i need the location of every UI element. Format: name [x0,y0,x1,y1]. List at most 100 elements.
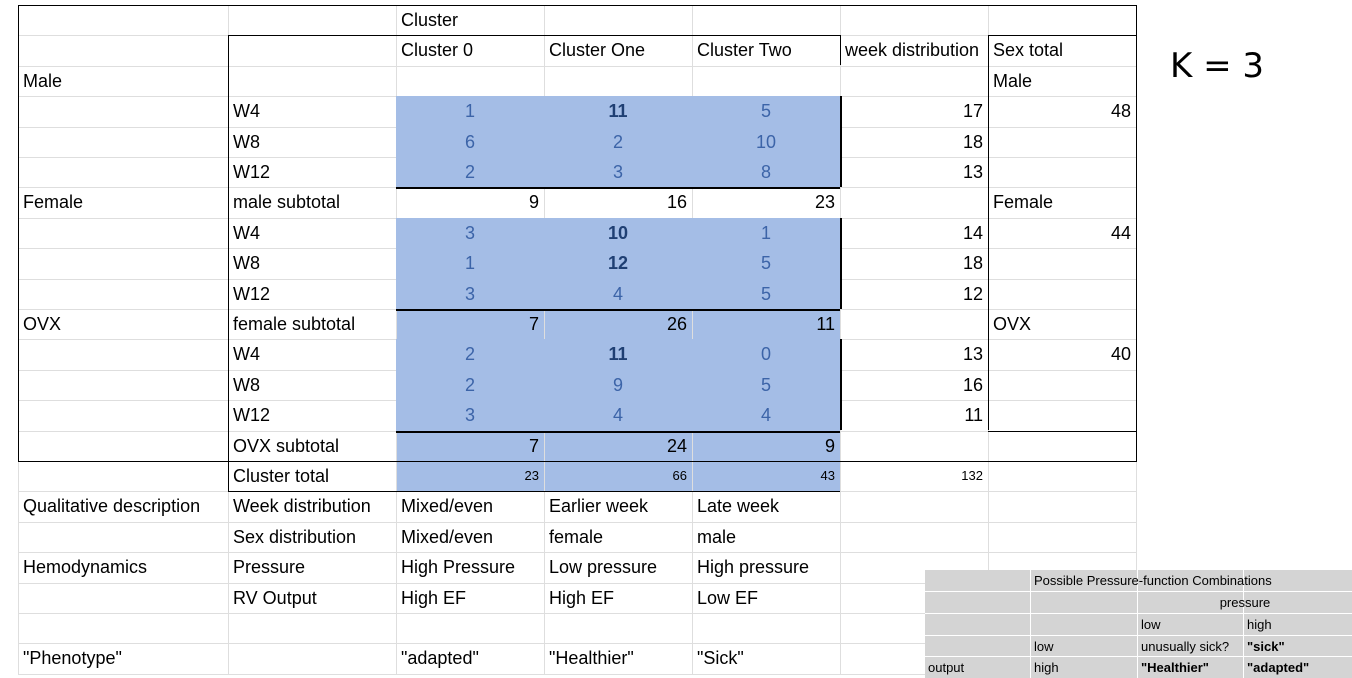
cluster-total-label[interactable]: Cluster total [233,466,330,486]
subtotal-label[interactable]: OVX subtotal [233,435,340,456]
week-label[interactable]: W4 [233,222,260,243]
description-label[interactable]: Pressure [233,557,306,578]
cluster-count-cell[interactable]: 1 [396,248,544,279]
week-label[interactable]: W12 [233,405,271,426]
cluster-count-cell[interactable]: 0 [692,339,840,370]
cluster-count-cell[interactable]: 3 [396,217,544,249]
cluster-count-cell[interactable]: 12 [544,248,692,279]
week-total-value[interactable]: 16 [962,374,983,395]
group-label[interactable]: OVX [23,314,62,334]
cluster-count-cell[interactable]: 3 [396,400,544,431]
cluster-count-cell[interactable]: 6 [396,126,544,157]
cluster-count-cell[interactable]: 4 [544,278,692,309]
description-label[interactable]: Week distribution [233,496,371,517]
sex-label[interactable]: Male [993,70,1033,91]
week-label[interactable]: W4 [233,344,260,365]
week-total-value[interactable]: 13 [962,162,983,182]
group-label[interactable]: Female [23,192,84,213]
description-value[interactable]: High Pressure [401,557,516,578]
cluster-column-header[interactable]: Cluster Two [697,40,792,61]
cluster-count-cell[interactable]: 5 [692,369,840,401]
cluster-count-cell[interactable]: 10 [544,217,692,249]
week-label[interactable]: W8 [233,131,260,152]
week-total-value[interactable]: 14 [962,222,983,243]
subtotal-label[interactable]: female subtotal [233,314,356,334]
section-label[interactable]: Hemodynamics [23,557,148,578]
phenotype-value[interactable]: "Sick" [697,648,744,669]
group-label[interactable]: Male [23,70,63,91]
sex-label[interactable]: OVX [993,314,1032,334]
section-label[interactable]: Qualitative description [23,496,201,517]
sex-total-value[interactable]: 40 [1110,344,1131,365]
description-value[interactable]: Low pressure [549,557,658,578]
cluster-count-cell[interactable]: 4 [544,400,692,431]
cluster-total-value[interactable]: 43 [820,468,835,483]
description-value[interactable]: High EF [549,587,615,608]
description-value[interactable]: Late week [697,496,780,517]
week-total-value[interactable]: 13 [962,344,983,365]
cluster-count-cell[interactable]: 2 [396,369,544,401]
cluster-header[interactable]: Cluster [401,10,459,30]
week-label[interactable]: W12 [233,283,271,304]
week-label[interactable]: W8 [233,253,260,274]
description-value[interactable]: Mixed/even [401,526,494,547]
subtotal-value[interactable]: 24 [666,435,687,456]
cluster-count-cell[interactable]: 2 [396,157,544,188]
cluster-count-cell[interactable]: 3 [544,157,692,188]
phenotype-label[interactable]: "Phenotype" [23,648,122,669]
subtotal-value[interactable]: 23 [814,192,835,213]
cluster-count-cell[interactable]: 5 [692,248,840,279]
week-distribution-header[interactable]: week distribution [845,40,980,61]
cluster-total-value[interactable]: 66 [672,468,687,483]
description-value[interactable]: High pressure [697,557,810,578]
week-total-value[interactable]: 12 [962,283,983,304]
cluster-count-cell[interactable]: 2 [396,339,544,370]
subtotal-label[interactable]: male subtotal [233,192,341,213]
subtotal-value[interactable]: 9 [824,435,835,456]
sex-total-value[interactable]: 48 [1110,101,1131,122]
week-label[interactable]: W12 [233,162,271,182]
cluster-column-header[interactable]: Cluster 0 [401,40,474,61]
phenotype-value[interactable]: "adapted" [401,648,479,669]
cluster-count-cell[interactable]: 9 [544,369,692,401]
cluster-count-cell[interactable]: 4 [692,400,840,431]
cluster-count-cell[interactable]: 5 [692,96,840,127]
week-label[interactable]: W8 [233,374,260,395]
description-value[interactable]: High EF [401,587,467,608]
cluster-count-cell[interactable]: 8 [692,157,840,188]
week-total-value[interactable]: 18 [962,253,983,274]
cluster-total-value[interactable]: 23 [524,468,539,483]
phenotype-value[interactable]: "Healthier" [549,648,634,669]
description-label[interactable]: RV Output [233,587,317,608]
subtotal-value[interactable]: 16 [666,192,687,213]
sex-total-header[interactable]: Sex total [993,40,1064,61]
description-value[interactable]: Mixed/even [401,496,494,517]
description-value[interactable]: Earlier week [549,496,649,517]
cluster-count-cell[interactable]: 1 [396,96,544,127]
subtotal-value[interactable]: 9 [528,192,539,213]
subtotal-value[interactable]: 11 [816,314,835,334]
cluster-column-header[interactable]: Cluster One [549,40,646,61]
description-value[interactable]: female [549,526,604,547]
subtotal-value[interactable]: 7 [528,435,539,456]
cluster-count-cell[interactable]: 1 [692,217,840,249]
week-total-value[interactable]: 18 [962,131,983,152]
subtotal-value[interactable]: 26 [666,314,687,334]
cluster-count-cell[interactable]: 11 [544,96,692,127]
description-label[interactable]: Sex distribution [233,526,357,547]
cluster-count-cell[interactable]: 3 [396,278,544,309]
cluster-count-cell[interactable]: 2 [544,126,692,157]
cluster-count-cell[interactable]: 11 [544,339,692,370]
week-total-value[interactable]: 11 [964,405,983,426]
cluster-count-cell[interactable]: 10 [692,126,840,157]
grand-total-value[interactable]: 132 [961,468,983,483]
cluster-count-cell[interactable]: 5 [692,278,840,309]
week-label[interactable]: W4 [233,101,260,122]
sex-label[interactable]: Female [993,192,1054,213]
sex-total-value[interactable]: 44 [1110,222,1131,243]
subtotal-value[interactable]: 7 [528,314,539,334]
week-total-value[interactable]: 17 [962,101,983,122]
description-value[interactable]: male [697,526,737,547]
description-value[interactable]: Low EF [697,587,759,608]
